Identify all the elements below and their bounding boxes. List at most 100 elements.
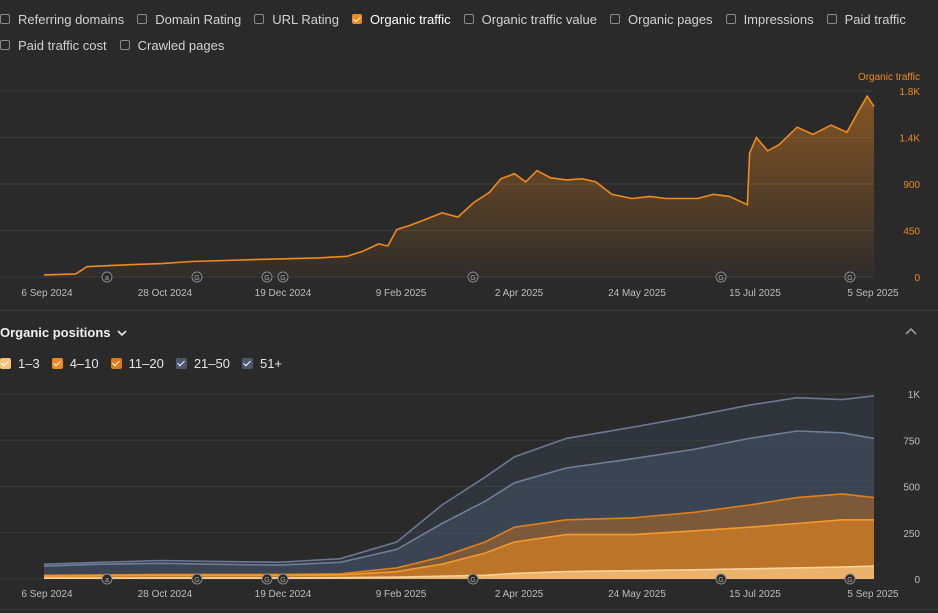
section-divider: [0, 310, 938, 311]
svg-text:G: G: [718, 275, 723, 282]
svg-text:a: a: [105, 577, 109, 584]
y-tick-label: 900: [903, 180, 920, 191]
x-tick-label: 28 Oct 2024: [138, 288, 193, 299]
legend-label: 11–20: [128, 356, 164, 371]
metric-organic-pages[interactable]: Organic pages: [610, 12, 713, 27]
x-tick-label: 6 Sep 2024: [21, 288, 73, 299]
svg-text:a: a: [105, 275, 109, 282]
chevron-up-icon[interactable]: [904, 326, 918, 336]
checkbox-icon[interactable]: [0, 40, 10, 50]
annotation-marker[interactable]: G: [277, 573, 289, 585]
metric-paid-traffic[interactable]: Paid traffic: [826, 11, 906, 27]
annotation-marker[interactable]: G: [191, 573, 203, 585]
annotation-marker[interactable]: G: [844, 573, 856, 585]
x-tick-label: 2 Apr 2025: [495, 288, 544, 299]
legend-item-1[interactable]: 1–3: [0, 356, 40, 371]
x-tick-label: 5 Sep 2025: [847, 589, 899, 600]
metric-impressions[interactable]: Impressions: [725, 12, 814, 27]
metric-paid-traffic-cost[interactable]: Paid traffic cost: [0, 38, 107, 53]
metric-row-2: Paid traffic cost Crawled pages: [0, 32, 938, 58]
metric-domain-rating[interactable]: Domain Rating: [137, 12, 241, 27]
y-tick-label: 0: [914, 575, 920, 586]
y-tick-label: 250: [903, 529, 920, 540]
positions-legend: 1–3 4–10 11–20 21–50 51+: [0, 356, 294, 371]
metric-label: Paid traffic: [844, 11, 906, 27]
legend-label: 21–50: [193, 356, 230, 371]
y-tick-label: 1.4K: [899, 134, 920, 145]
x-tick-label: 15 Jul 2025: [729, 288, 781, 299]
checkbox-icon[interactable]: [463, 14, 474, 24]
legend-label: 4–10: [69, 356, 99, 371]
annotation-marker[interactable]: a: [101, 573, 113, 585]
y-tick-label: 1.8K: [899, 87, 920, 98]
x-tick-label: 5 Sep 2025: [847, 288, 899, 299]
annotation-marker[interactable]: G: [191, 271, 203, 283]
metric-label: Organic traffic value: [481, 11, 597, 27]
metric-label: Domain Rating: [155, 11, 242, 27]
svg-text:G: G: [194, 577, 199, 584]
legend-item-4[interactable]: 21–50: [175, 356, 230, 371]
annotation-marker[interactable]: G: [277, 271, 289, 283]
x-tick-label: 15 Jul 2025: [729, 589, 781, 600]
organic-positions-label: Organic positions: [0, 325, 111, 340]
bottom-divider: [0, 609, 938, 610]
organic-positions-chart[interactable]: 0 250 500 750 1K 6 Sep 2024 28 Oct 2024 19 Dec …: [0, 385, 938, 605]
metric-url-rating[interactable]: URL Rating: [254, 12, 339, 27]
annotation-marker[interactable]: G: [715, 573, 727, 585]
checkbox-icon[interactable]: [119, 40, 130, 50]
checkbox-icon[interactable]: [610, 14, 620, 24]
positions-area-2: [44, 519, 874, 579]
x-tick-label: 2 Apr 2025: [495, 589, 544, 600]
organic-traffic-chart[interactable]: Organic traffic 0 450 900 1.4K 1.8K 6 Sep 2024…: [0, 66, 938, 301]
annotation-marker[interactable]: G: [261, 271, 273, 283]
checkbox-icon[interactable]: [137, 14, 148, 24]
positions-line-5[interactable]: [43, 395, 875, 565]
x-tick-label: 24 May 2025: [608, 288, 666, 299]
annotation-marker[interactable]: a: [101, 271, 113, 283]
metric-referring-domains[interactable]: Referring domains: [0, 12, 124, 27]
x-tick-label: 19 Dec 2024: [255, 288, 312, 299]
metric-organic-traffic-value[interactable]: Organic traffic value: [463, 11, 597, 27]
positions-line-4[interactable]: [43, 430, 875, 567]
metric-row-1: Referring domains Domain Rating URL Rating…: [0, 6, 938, 32]
checkbox-icon[interactable]: [826, 14, 837, 24]
x-tick-label: 9 Feb 2025: [376, 288, 427, 299]
traffic-line[interactable]: [43, 94, 875, 276]
annotation-marker[interactable]: G: [467, 271, 479, 283]
checkbox-icon[interactable]: [254, 14, 265, 24]
x-tick-label: 6 Sep 2024: [21, 589, 73, 600]
y-tick-label: 500: [903, 483, 920, 494]
x-tick-label: 28 Oct 2024: [138, 589, 193, 600]
svg-text:G: G: [280, 577, 285, 584]
checkbox-icon[interactable]: [110, 358, 122, 369]
checkbox-icon[interactable]: [725, 14, 736, 24]
annotation-marker[interactable]: G: [715, 271, 727, 283]
annotation-marker[interactable]: G: [844, 271, 856, 283]
legend-item-2[interactable]: 4–10: [51, 356, 99, 371]
legend-label: 1–3: [18, 356, 40, 371]
svg-text:G: G: [718, 577, 723, 584]
traffic-area: [44, 96, 874, 277]
y-tick-label: 750: [903, 436, 920, 447]
checkbox-icon[interactable]: [175, 358, 187, 369]
metric-label: Organic traffic: [369, 11, 451, 27]
x-tick-label: 9 Feb 2025: [376, 589, 427, 600]
legend-label: 51+: [259, 356, 283, 371]
checkbox-icon[interactable]: [241, 358, 253, 369]
metric-organic-traffic[interactable]: Organic traffic: [351, 11, 451, 27]
positions-area-1: [44, 566, 874, 579]
svg-text:G: G: [847, 275, 852, 282]
svg-text:G: G: [264, 577, 269, 584]
organic-positions-title[interactable]: Organic positions: [0, 325, 128, 340]
checkbox-icon[interactable]: [0, 358, 11, 369]
svg-text:G: G: [470, 275, 475, 282]
checkbox-icon[interactable]: [0, 14, 10, 24]
legend-item-5[interactable]: 51+: [241, 356, 283, 371]
annotation-marker[interactable]: G: [261, 573, 273, 585]
checkbox-icon[interactable]: [51, 358, 63, 369]
legend-item-3[interactable]: 11–20: [110, 356, 164, 371]
svg-text:G: G: [470, 577, 475, 584]
checkbox-icon[interactable]: [351, 14, 362, 24]
annotation-marker[interactable]: G: [467, 573, 479, 585]
metric-crawled-pages[interactable]: Crawled pages: [119, 38, 224, 53]
